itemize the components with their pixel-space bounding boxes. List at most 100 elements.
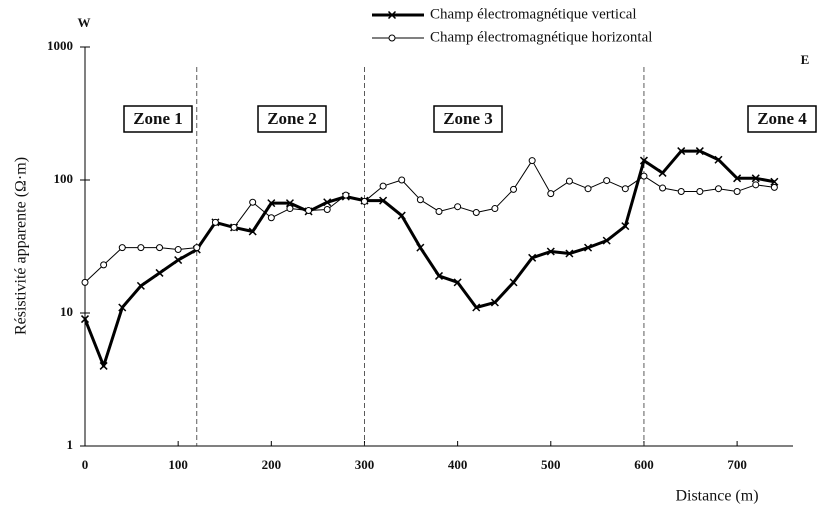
data-point	[360, 197, 368, 205]
zone-box	[433, 105, 503, 133]
zone-box	[747, 105, 817, 133]
data-point	[305, 206, 313, 214]
data-point	[640, 172, 648, 180]
data-point	[174, 246, 182, 254]
x-tick-label: 100	[168, 457, 188, 472]
data-point	[696, 187, 704, 195]
data-point	[230, 223, 238, 231]
x-tick-label: 200	[262, 457, 282, 472]
x-tick-label: 600	[634, 457, 654, 472]
x-axis-label: Distance (m)	[675, 488, 758, 505]
data-point	[547, 190, 555, 198]
data-point	[453, 278, 462, 287]
data-point	[398, 176, 406, 184]
data-point	[751, 174, 760, 183]
x-tick-label: 0	[82, 457, 89, 472]
data-point	[509, 278, 518, 287]
data-point	[156, 244, 164, 252]
data-point	[472, 208, 480, 216]
data-point	[323, 206, 331, 214]
legend-marker	[387, 10, 397, 20]
data-point	[267, 199, 276, 208]
data-point	[211, 218, 219, 226]
west-label: W	[78, 15, 91, 30]
data-point	[248, 227, 257, 236]
zone-label: Zone 3	[443, 109, 493, 128]
series-line	[83, 149, 775, 368]
data-point	[565, 177, 573, 185]
y-tick-label: 10	[60, 304, 73, 319]
data-point	[249, 198, 257, 206]
zone-box	[123, 105, 193, 133]
data-point	[81, 278, 89, 286]
data-point	[454, 203, 462, 211]
data-point	[621, 222, 630, 231]
zone-label: Zone 4	[757, 109, 807, 128]
data-point	[714, 155, 723, 164]
data-point	[100, 261, 108, 269]
data-point	[136, 281, 145, 290]
y-tick-label: 1	[67, 437, 74, 452]
data-point	[342, 191, 350, 199]
data-point	[565, 249, 574, 258]
legend-label: Champ électromagnétique vertical	[430, 6, 637, 22]
x-tick-label: 400	[448, 457, 468, 472]
data-point	[285, 199, 294, 208]
zone-box	[257, 105, 327, 133]
data-point	[733, 187, 741, 195]
series-line	[84, 160, 775, 283]
data-point	[155, 268, 164, 277]
y-tick-label: 100	[54, 171, 74, 186]
x-tick-label: 700	[727, 457, 747, 472]
y-tick-label: 1000	[47, 38, 73, 53]
data-point	[323, 198, 332, 207]
data-point	[639, 156, 648, 165]
data-point	[659, 184, 667, 192]
data-point	[584, 243, 593, 252]
data-point	[416, 243, 425, 252]
data-point	[472, 303, 481, 312]
data-point	[602, 236, 611, 245]
data-point	[397, 211, 406, 220]
data-point	[528, 157, 536, 165]
data-point	[584, 185, 592, 193]
east-label: E	[801, 52, 810, 67]
data-point	[546, 247, 555, 256]
data-point	[733, 174, 742, 183]
data-point	[752, 181, 760, 189]
data-point	[491, 205, 499, 213]
data-point	[174, 256, 183, 265]
data-point	[267, 214, 275, 222]
data-point	[695, 147, 704, 156]
data-point	[379, 182, 387, 190]
data-point	[435, 207, 443, 215]
data-point	[99, 361, 108, 370]
data-point	[770, 183, 778, 191]
data-point	[80, 315, 90, 324]
data-point	[286, 205, 294, 213]
zone-label: Zone 1	[133, 109, 183, 128]
data-point	[603, 177, 611, 185]
data-point	[490, 298, 499, 307]
data-point	[416, 196, 424, 204]
data-point	[770, 177, 779, 186]
zone-label: Zone 2	[267, 109, 317, 128]
data-point	[677, 187, 685, 195]
x-tick-label: 300	[355, 457, 375, 472]
data-point	[677, 147, 686, 156]
y-axis-label: Résistivité apparente (Ω·m)	[13, 157, 30, 335]
data-point	[118, 244, 126, 252]
data-point	[118, 303, 127, 312]
x-tick-label: 500	[541, 457, 561, 472]
data-point	[658, 168, 667, 177]
data-point	[434, 271, 444, 280]
data-point	[528, 253, 537, 262]
data-point	[621, 185, 629, 193]
legend-label: Champ électromagnétique horizontal	[430, 29, 652, 45]
data-point	[137, 244, 145, 252]
data-point	[193, 244, 201, 252]
legend-marker	[388, 34, 396, 42]
data-point	[714, 185, 722, 193]
data-point	[510, 185, 518, 193]
